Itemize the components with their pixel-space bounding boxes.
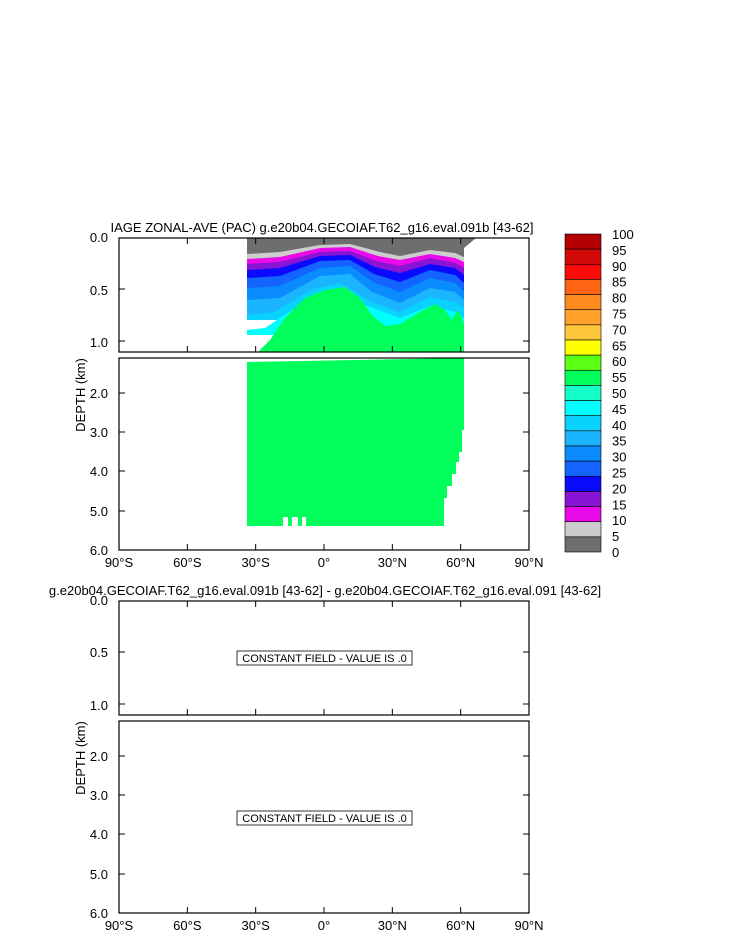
bottom-upper-annotation: CONSTANT FIELD - VALUE IS .0 [236,650,413,666]
colorbar-box [564,536,602,553]
contour-band-55 [258,287,464,352]
y-tick-label: 4.0 [90,464,108,479]
x-tick-label: 90°S [105,918,134,933]
bottom-lower-y-axis: 2.0 3.0 4.0 5.0 6.0 [90,749,529,921]
top-chart-title: IAGE ZONAL-AVE (PAC) g.e20b04.GECOIAF.T6… [111,220,534,235]
colorbar-box [564,354,602,371]
y-tick-label: 1.0 [90,698,108,713]
colorbar-box [564,460,602,477]
colorbar-box [564,294,602,311]
colorbar-box [564,445,602,462]
colorbar-label: 0 [612,545,619,560]
x-tick-label: 90°S [105,555,134,570]
y-tick-label: 6.0 [90,543,108,558]
y-tick-label: 3.0 [90,788,108,803]
y-tick-label: 1.0 [90,335,108,350]
colorbar: 1009590858075706560555045403530252015105… [564,227,634,560]
colorbar-box [564,415,602,432]
colorbar-box [564,385,602,401]
top-upper-y-axis: 0.0 0.5 1.0 [90,230,529,350]
y-tick-label: 2.0 [90,749,108,764]
x-tick-label: 0° [318,918,330,933]
colorbar-box [564,248,602,265]
colorbar-label: 65 [612,338,626,353]
colorbar-box [564,263,602,280]
x-tick-label: 30°S [241,918,270,933]
colorbar-box [564,324,602,341]
colorbar-label: 5 [612,529,619,544]
y-tick-label: 3.0 [90,425,108,440]
colorbar-label: 70 [612,322,626,337]
colorbar-box [564,279,602,295]
colorbar-box [564,521,602,538]
colorbar-label: 55 [612,370,626,385]
x-tick-label: 60°N [446,918,475,933]
colorbar-box [564,233,602,250]
bottom-chart-title: g.e20b04.GECOIAF.T62_g16.eval.091b [43-6… [49,583,601,598]
colorbar-label: 100 [612,227,634,242]
bottom-chart: g.e20b04.GECOIAF.T62_g16.eval.091b [43-6… [49,583,601,933]
colorbar-label: 10 [612,513,626,528]
colorbar-box [564,339,602,356]
colorbar-box [564,491,602,507]
colorbar-label: 20 [612,481,626,496]
x-tick-label: 30°N [378,918,407,933]
colorbar-box [564,430,602,447]
colorbar-box [564,400,602,417]
deep-band-55 [247,358,464,526]
x-tick-label: 0° [318,555,330,570]
y-tick-label: 4.0 [90,827,108,842]
top-x-axis: 90°S 60°S 30°S 0° 30°N 60°N 90°N [105,238,544,570]
colorbar-label: 30 [612,450,626,465]
bottom-y-axis-label: DEPTH (km) [73,721,88,795]
colorbar-box [564,369,602,386]
y-tick-label: 0.0 [90,230,108,245]
annotation-text: CONSTANT FIELD - VALUE IS .0 [242,813,406,825]
x-tick-label: 90°N [514,555,543,570]
y-tick-label: 0.5 [90,645,108,660]
x-tick-label: 60°N [446,555,475,570]
colorbar-label: 80 [612,291,626,306]
top-upper-field [247,238,476,352]
top-y-axis-label: DEPTH (km) [73,358,88,432]
x-tick-label: 60°S [173,555,202,570]
bottom-lower-annotation: CONSTANT FIELD - VALUE IS .0 [236,810,413,826]
bottom-upper-y-axis: 0.0 0.5 1.0 [90,593,529,713]
colorbar-label: 15 [612,497,626,512]
x-tick-label: 30°S [241,555,270,570]
bottom-x-axis: 90°S 60°S 30°S 0° 30°N 60°N 90°N [105,601,544,933]
colorbar-label: 85 [612,275,626,290]
top-lower-y-axis: 2.0 3.0 4.0 5.0 6.0 [90,386,529,558]
colorbar-box [564,309,602,326]
annotation-text: CONSTANT FIELD - VALUE IS .0 [242,653,406,665]
y-tick-label: 5.0 [90,504,108,519]
x-tick-label: 90°N [514,918,543,933]
colorbar-label: 35 [612,434,626,449]
colorbar-label: 45 [612,402,626,417]
colorbar-label: 40 [612,418,626,433]
colorbar-label: 60 [612,354,626,369]
colorbar-label: 95 [612,243,626,258]
y-tick-label: 0.0 [90,593,108,608]
y-tick-label: 2.0 [90,386,108,401]
colorbar-box [564,506,602,523]
colorbar-label: 25 [612,466,626,481]
colorbar-label: 50 [612,386,626,401]
top-chart: IAGE ZONAL-AVE (PAC) g.e20b04.GECOIAF.T6… [73,220,544,570]
top-lower-field [247,358,464,526]
y-tick-label: 5.0 [90,867,108,882]
y-tick-label: 0.5 [90,283,108,298]
colorbar-box [564,475,602,492]
y-tick-label: 6.0 [90,906,108,921]
colorbar-label: 90 [612,259,626,274]
x-tick-label: 30°N [378,555,407,570]
x-tick-label: 60°S [173,918,202,933]
colorbar-label: 75 [612,307,626,322]
